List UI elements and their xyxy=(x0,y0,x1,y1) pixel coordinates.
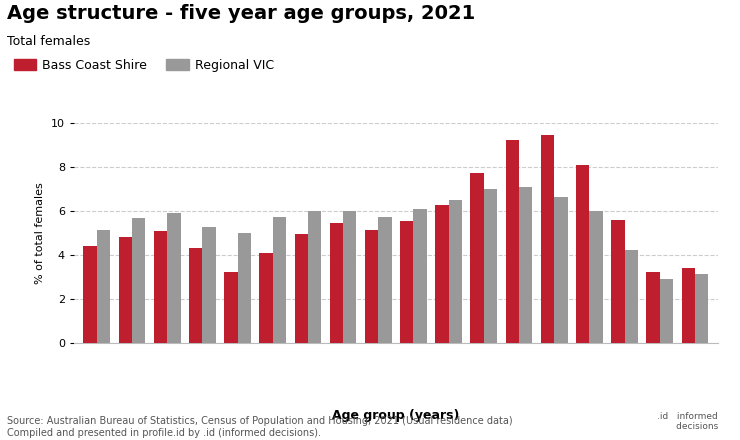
Text: Age group (years): Age group (years) xyxy=(332,409,460,422)
Bar xyxy=(238,233,251,343)
Bar xyxy=(484,189,497,343)
Bar xyxy=(84,246,97,343)
Bar xyxy=(646,271,660,343)
Bar xyxy=(435,205,448,343)
Bar xyxy=(378,217,391,343)
Bar xyxy=(260,253,273,343)
Bar xyxy=(308,211,321,343)
Bar xyxy=(611,220,625,343)
Bar xyxy=(118,237,132,343)
Bar xyxy=(189,247,203,343)
Bar xyxy=(625,250,638,343)
Text: Source: Australian Bureau of Statistics, Census of Population and Housing, 2021 : Source: Australian Bureau of Statistics,… xyxy=(7,416,513,438)
Bar xyxy=(471,172,484,343)
Bar xyxy=(448,200,462,343)
Bar xyxy=(343,211,357,343)
Bar xyxy=(519,187,532,343)
Legend: Bass Coast Shire, Regional VIC: Bass Coast Shire, Regional VIC xyxy=(13,59,274,72)
Bar xyxy=(167,213,181,343)
Bar xyxy=(330,224,343,343)
Bar xyxy=(541,136,554,343)
Bar xyxy=(97,230,110,343)
Bar xyxy=(203,227,216,343)
Bar xyxy=(295,234,308,343)
Text: .id   informed
       decisions: .id informed decisions xyxy=(656,412,718,431)
Bar xyxy=(400,221,414,343)
Bar xyxy=(505,140,519,343)
Bar xyxy=(154,231,167,343)
Bar xyxy=(660,279,673,343)
Text: Age structure - five year age groups, 2021: Age structure - five year age groups, 20… xyxy=(7,4,476,23)
Bar xyxy=(273,217,286,343)
Bar xyxy=(414,209,427,343)
Bar xyxy=(224,271,238,343)
Bar xyxy=(695,274,708,343)
Y-axis label: % of total females: % of total females xyxy=(36,182,45,284)
Text: Total females: Total females xyxy=(7,35,91,48)
Bar xyxy=(132,218,146,343)
Bar xyxy=(682,268,695,343)
Bar xyxy=(365,230,378,343)
Bar xyxy=(589,211,603,343)
Bar xyxy=(576,165,589,343)
Bar xyxy=(554,197,568,343)
